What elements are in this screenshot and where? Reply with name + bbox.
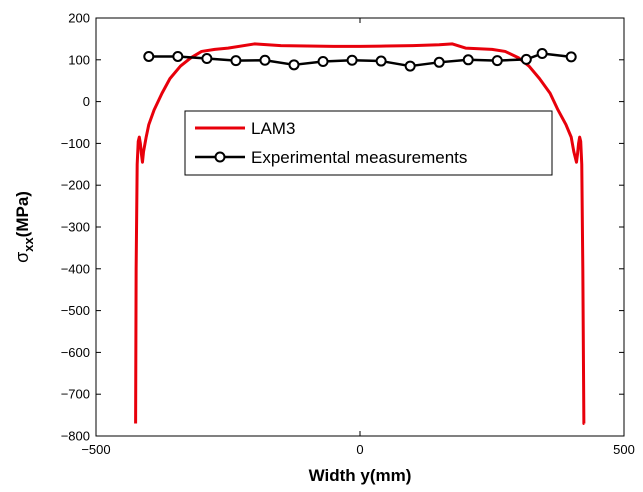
y-tick-label: −300	[61, 220, 90, 235]
data-point-experimental-measurements	[317, 55, 329, 67]
y-tick-label: 200	[68, 11, 90, 26]
svg-text:σxx(MPa): σxx(MPa)	[12, 191, 36, 263]
y-tick-label: −600	[61, 345, 90, 360]
y-tick-label: −800	[61, 429, 90, 444]
data-point-experimental-measurements	[433, 56, 445, 68]
data-point-experimental-measurements	[536, 48, 548, 60]
legend-marker-experimental	[214, 151, 226, 163]
data-point-experimental-measurements	[565, 51, 577, 63]
plot-background	[96, 18, 624, 436]
data-point-experimental-measurements	[491, 55, 503, 67]
series-layer	[134, 42, 586, 425]
series-line-experimental-measurements	[148, 52, 572, 68]
data-point-experimental-measurements	[375, 55, 387, 67]
data-point-experimental-measurements	[201, 53, 213, 65]
x-axis: −500 0 500	[81, 18, 635, 457]
data-point-experimental-measurements	[462, 54, 474, 66]
x-tick-label: 0	[356, 442, 363, 457]
legend: LAM3 Experimental measurements	[184, 110, 553, 176]
y-axis-title-subscript: xx	[21, 237, 36, 252]
legend-box	[184, 110, 553, 176]
data-point-experimental-measurements	[143, 50, 155, 62]
y-axis-title: σxx(MPa)	[12, 191, 36, 263]
data-point-experimental-measurements	[230, 55, 242, 67]
y-tick-label: −500	[61, 303, 90, 318]
data-point-experimental-measurements	[172, 50, 184, 62]
legend-label-lam3: LAM3	[251, 119, 295, 138]
series-line-lam3	[134, 42, 586, 425]
y-tick-label: 100	[68, 52, 90, 67]
y-tick-label: −400	[61, 261, 90, 276]
data-point-experimental-measurements	[520, 53, 532, 65]
data-point-experimental-measurements	[259, 54, 271, 66]
y-axis: 200 100 0 −100 −200 −300 −400 −500 −600 −700 −800	[61, 11, 624, 444]
legend-label-experimental: Experimental measurements	[251, 148, 467, 167]
data-point-experimental-measurements	[346, 54, 358, 66]
y-tick-label: −100	[61, 136, 90, 151]
x-axis-title: Width y(mm)	[309, 466, 412, 485]
y-axis-title-unit: (MPa)	[13, 191, 32, 237]
y-axis-title-symbol: σ	[12, 252, 32, 263]
x-tick-label: −500	[81, 442, 110, 457]
x-tick-label: 500	[613, 442, 635, 457]
y-tick-label: −200	[61, 178, 90, 193]
y-tick-label: −700	[61, 387, 90, 402]
data-point-experimental-measurements	[288, 59, 300, 71]
data-point-experimental-measurements	[404, 60, 416, 72]
y-tick-label: 0	[83, 94, 90, 109]
